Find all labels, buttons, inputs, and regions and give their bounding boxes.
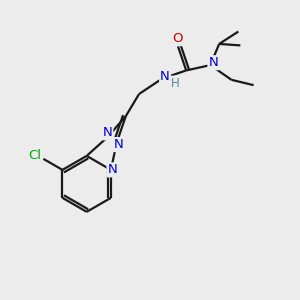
Text: N: N bbox=[208, 56, 218, 69]
Text: N: N bbox=[103, 126, 112, 139]
Text: N: N bbox=[114, 138, 124, 151]
Text: O: O bbox=[173, 32, 183, 45]
Text: H: H bbox=[171, 76, 180, 90]
Text: N: N bbox=[160, 70, 170, 83]
Text: Cl: Cl bbox=[28, 149, 42, 162]
Text: N: N bbox=[107, 164, 117, 176]
